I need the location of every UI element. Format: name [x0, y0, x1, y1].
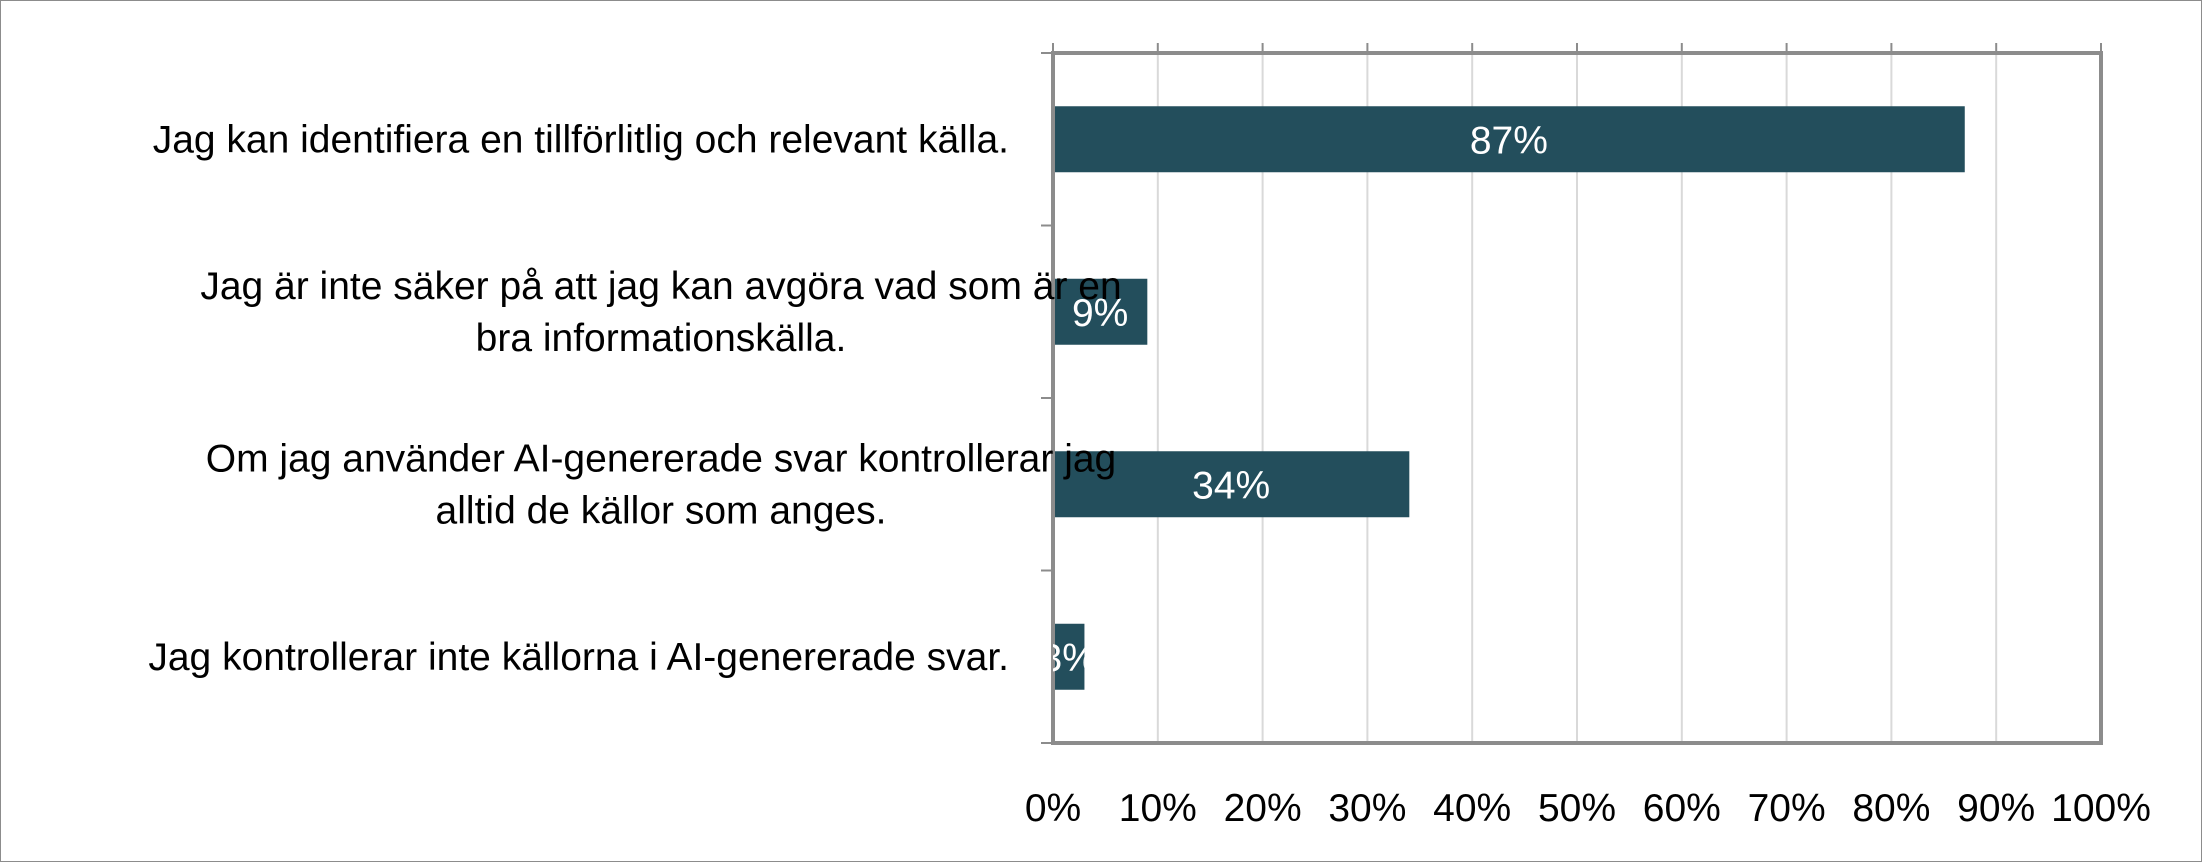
x-tick-label: 30% — [1328, 787, 1406, 830]
category-label: bra informationskälla. — [476, 317, 847, 360]
bar-value-label: 3% — [1041, 637, 1097, 680]
bars — [1053, 106, 1965, 690]
x-tick-label: 0% — [1025, 787, 1081, 830]
category-label: Jag kontrollerar inte källorna i AI-gene… — [148, 636, 1009, 679]
category-label: Jag är inte säker på att jag kan avgöra … — [200, 265, 1121, 308]
x-tick-label: 90% — [1957, 787, 2035, 830]
bar — [1053, 106, 1965, 173]
bar-value-label: 34% — [1192, 464, 1270, 507]
bar — [1053, 451, 1410, 518]
bar-value-label: 87% — [1470, 119, 1548, 162]
labels: 0% 10% 20% 30% 40% 50% 60% 70% 80% 90% 100% 87% Jag … — [148, 118, 2151, 830]
x-tick-label: 60% — [1643, 787, 1721, 830]
x-tick-label: 80% — [1852, 787, 1930, 830]
axes — [1041, 43, 2103, 745]
x-tick-label: 100% — [2051, 787, 2151, 830]
x-tick-label: 50% — [1538, 787, 1616, 830]
x-tick-label: 40% — [1433, 787, 1511, 830]
x-tick-label: 10% — [1119, 787, 1197, 830]
category-label: alltid de källor som anges. — [436, 489, 887, 532]
x-tick-label: 20% — [1224, 787, 1302, 830]
bar — [1053, 623, 1085, 690]
category-label: Om jag använder AI-genererade svar kontr… — [206, 437, 1116, 480]
bar-value-label: 9% — [1072, 292, 1128, 335]
bar — [1053, 278, 1148, 345]
category-label: Jag kan identifiera en tillförlitlig och… — [153, 118, 1009, 161]
x-tick-label: 70% — [1748, 787, 1826, 830]
